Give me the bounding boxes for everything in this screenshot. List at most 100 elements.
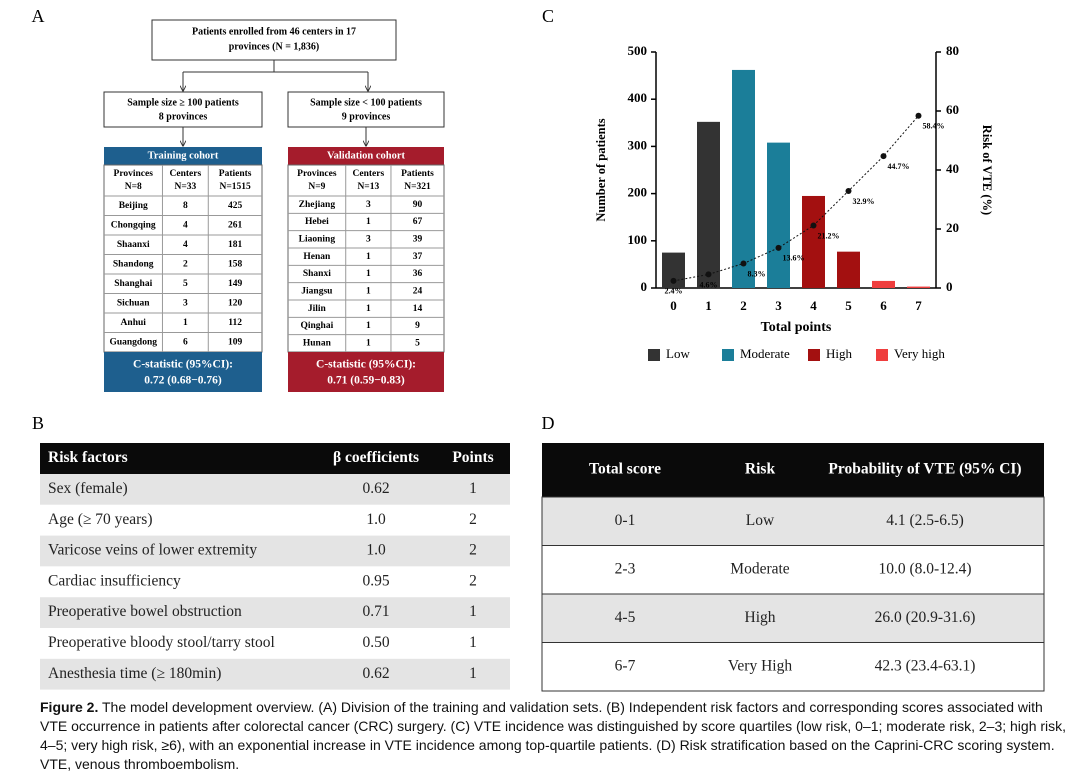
y2-axis-label: Risk of VTE (%) [980,125,994,215]
x-tick-label: 3 [775,298,782,313]
table-cell: 2 [469,572,477,589]
table-cell: 2 [469,542,477,559]
data-label: 32.9% [853,197,875,206]
group-count: 8 provinces [159,111,208,122]
column-header: N=9 [308,182,325,192]
table-cell: 1.0 [366,542,386,559]
table-cell: Liaoning [299,235,336,245]
data-label: 4.6% [700,280,718,289]
table-cell: Shaanxi [117,240,150,250]
table-cell: Anesthesia time (≥ 180min) [48,665,221,682]
caption: Figure 2. The model development overview… [40,698,1072,774]
enrolled-box [151,19,397,61]
table-cell: Shanghai [114,279,152,289]
cohort-footer [104,352,262,392]
table-cell: Qinghai [300,321,333,331]
table-cell: Varicose veins of lower extremity [48,542,257,559]
cohort-footer [288,352,444,392]
x-tick-label: 2 [740,298,747,313]
bar [872,280,895,288]
y2-tick-label: 60 [946,102,959,117]
column-header: β coefficients [333,449,419,466]
x-tick-label: 7 [915,298,922,313]
table-cell: 24 [413,287,423,297]
x-tick-label: 5 [845,298,852,313]
column-header: Risk factors [48,449,128,466]
column-header: Patients [219,169,252,179]
table-cell: 42.3 (23.4-63.1) [875,657,976,674]
table-header [40,443,510,474]
table-cell: 6-7 [615,657,636,674]
table-cell: 90 [413,200,423,210]
caption-text: The model development overview. (A) Divi… [40,699,1067,772]
table-cell: 26.0 (20.9-31.6) [875,609,976,626]
table-cell: 0.50 [362,634,389,651]
table-cell: 4-5 [615,609,636,626]
y-tick-label: 400 [628,90,648,105]
enrolled-text: provinces (N = 1,836) [229,41,320,52]
table-row [541,593,1045,643]
x-tick-label: 0 [670,298,677,313]
table-cell: Jilin [308,304,327,314]
legend-label: High [826,346,853,361]
risk-point [915,112,922,119]
legend-label: Moderate [740,346,790,361]
table-cell: Hunan [303,339,332,349]
data-label: 44.7% [888,162,910,171]
panel-label: A [32,6,45,26]
y-tick-label: 500 [628,43,648,58]
table-cell: 37 [413,252,423,262]
table-cell: 1 [366,321,371,331]
table-row [40,535,510,567]
table-cell: 1 [183,318,188,328]
risk-point [670,277,677,284]
table-cell: Henan [303,252,331,262]
cohort-title: Validation cohort [327,150,406,161]
table-row [40,474,510,505]
table-cell: Age (≥ 70 years) [48,511,152,528]
table-cell: 8 [183,201,188,211]
table-cell: 261 [228,220,243,230]
table-cell: 2-3 [615,560,636,577]
table-cell: 5 [183,279,188,289]
risk-line [673,115,919,282]
table-cell: 67 [413,217,423,227]
figure: A B C D Patients enrolled from 46 centers in… [32,6,1045,692]
column-header: Centers [170,169,202,179]
table-cell: 1 [366,287,371,297]
x-tick-label: 4 [810,298,817,313]
table-cell: 0.62 [362,480,389,497]
c-statistic: 0.72 (0.68−0.76) [144,375,222,387]
table-cell: Jiangsu [301,287,333,297]
table-row [40,504,510,536]
y-axis-label: Number of patients [594,118,608,221]
table-cell: 1 [469,665,477,682]
table-cell: 1 [366,304,371,314]
table-row [541,642,1045,692]
connectors [183,60,368,146]
y2-tick-label: 80 [946,43,959,58]
risk-point [880,153,887,160]
table-cell: Moderate [730,560,790,577]
group-criterion: Sample size < 100 patients [310,97,422,108]
column-header: N=33 [174,182,196,192]
table-cell: Guangdong [109,337,157,347]
legend-label: Low [666,346,690,361]
y2-tick-label: 0 [946,279,953,294]
table-row [40,566,510,598]
legend-label: Very high [894,346,945,361]
table-cell: 2 [183,259,188,269]
bar [697,121,720,288]
y-tick-label: 300 [628,137,648,152]
column-header: Risk [745,461,776,478]
bar [837,251,860,288]
data-label: 21.2% [818,231,840,240]
table-cell: 181 [228,240,243,250]
table-cell: 149 [228,279,243,289]
table-row [40,628,510,659]
table-cell: 158 [228,259,243,269]
table-cell: Shanxi [303,269,331,279]
data-label: 58.4% [923,122,945,131]
column-header: Patients [401,169,434,179]
risk-point [845,187,852,194]
